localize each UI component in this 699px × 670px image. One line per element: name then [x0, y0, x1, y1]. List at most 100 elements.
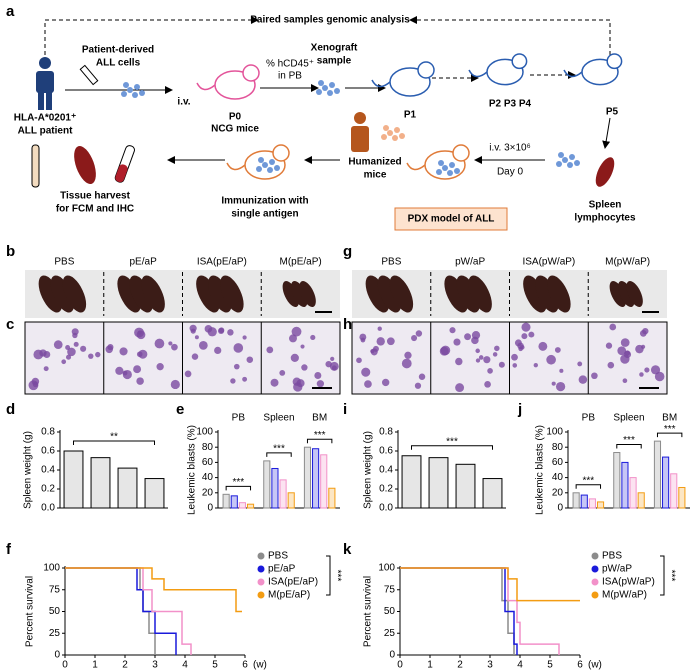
spleen [50, 275, 75, 313]
y-tick-label: 75 [384, 584, 396, 595]
spleen [626, 281, 643, 307]
cell [191, 353, 199, 360]
x-tick-label: 5 [547, 660, 553, 670]
bar [303, 446, 312, 509]
panel-label: d [6, 401, 15, 418]
legend-marker [257, 565, 265, 573]
cell [478, 355, 484, 360]
panel-label: c [6, 316, 14, 333]
legend-label: M(pE/aP) [268, 590, 310, 601]
panel-label: b [6, 243, 15, 260]
y-axis-label: Percent survival [25, 576, 36, 647]
label: P1 [404, 110, 417, 121]
y-tick-label: 0.8 [41, 427, 55, 438]
cell [464, 333, 472, 341]
survival-line [65, 567, 177, 655]
label: ALL patient [18, 126, 73, 137]
cell [330, 356, 335, 362]
cell [316, 380, 325, 388]
cell [654, 371, 665, 382]
cell [292, 377, 301, 386]
bar [271, 467, 279, 509]
legend-label: PBS [268, 551, 288, 562]
cell [80, 345, 87, 352]
bar [90, 457, 111, 509]
y-axis-label: Leukemic blasts (%) [535, 425, 546, 515]
cell [455, 383, 465, 393]
label: mice [364, 170, 387, 181]
cell [266, 346, 274, 354]
cell [168, 341, 173, 346]
bar [117, 467, 138, 509]
x-tick-label: 6 [242, 660, 248, 670]
significance: *** [665, 570, 676, 582]
cell [554, 347, 561, 353]
label: ALL cells [96, 58, 141, 69]
significance-bracket [266, 452, 292, 457]
legend-label: ISA(pW/aP) [602, 577, 655, 588]
label: Day 0 [497, 167, 524, 178]
image-label: PBS [54, 257, 74, 268]
spleen [196, 275, 220, 313]
cell [622, 378, 628, 383]
cell-icon [132, 92, 138, 98]
y-tick-label: 0.8 [379, 427, 393, 438]
cell [190, 328, 196, 334]
cell-icon [121, 91, 127, 97]
cell [227, 329, 234, 336]
cell-icon [449, 162, 455, 168]
cell [310, 334, 316, 341]
cell [95, 351, 101, 358]
y-tick-label: 20 [202, 487, 214, 498]
cell [521, 333, 528, 340]
x-tick-label: 1 [427, 660, 433, 670]
spleen [129, 275, 153, 313]
y-tick-label: 60 [552, 457, 564, 468]
mouse-icon [272, 144, 290, 162]
cell-icon [438, 160, 444, 166]
survival-line [400, 567, 515, 655]
image-label: pW/aP [455, 257, 485, 268]
cell [591, 372, 598, 380]
x-axis-label: (w) [253, 660, 267, 670]
significance: *** [446, 436, 458, 447]
cell-icon [134, 84, 140, 90]
cell [492, 352, 498, 357]
mouse-icon [196, 82, 216, 91]
cell [538, 341, 548, 351]
mouse-icon [563, 69, 583, 78]
cell-icon [381, 134, 387, 140]
cell [577, 361, 583, 367]
cell [32, 381, 39, 388]
y-tick-label: 50 [384, 606, 396, 617]
cell-icon [262, 162, 268, 168]
cell [356, 357, 362, 364]
legend-marker [591, 578, 599, 586]
y-tick-label: 100 [43, 563, 60, 574]
mouse-icon [226, 162, 246, 171]
cell-icon [454, 168, 460, 174]
cell [578, 375, 588, 384]
significance-bracket [656, 432, 683, 438]
cell [617, 346, 627, 356]
cell [414, 382, 422, 389]
label: Spleen [589, 200, 622, 211]
cell [376, 337, 385, 346]
cell [498, 361, 505, 368]
x-tick-label: 2 [457, 660, 463, 670]
x-tick-label: 1 [92, 660, 98, 670]
panel-label: i [343, 401, 347, 418]
spleen [62, 275, 87, 313]
bar [637, 492, 645, 509]
panel-label: a [6, 3, 15, 20]
y-tick-label: 100 [546, 427, 563, 438]
spleen [208, 275, 232, 313]
x-tick-label: 0 [397, 660, 403, 670]
spleen [547, 275, 571, 313]
bar [144, 478, 165, 509]
cell [511, 353, 518, 361]
label: lymphocytes [574, 213, 636, 224]
cell [642, 327, 649, 335]
cell-icon [329, 82, 335, 88]
cell [487, 368, 493, 374]
